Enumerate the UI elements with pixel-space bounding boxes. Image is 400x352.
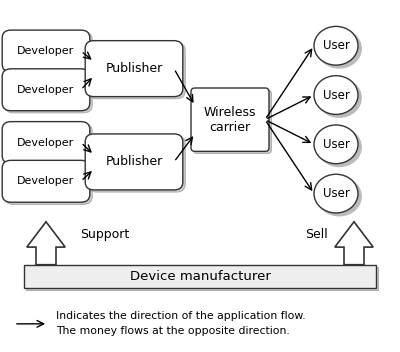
FancyBboxPatch shape (24, 265, 376, 288)
Circle shape (317, 128, 361, 166)
Text: User: User (322, 187, 350, 200)
FancyBboxPatch shape (85, 134, 183, 190)
FancyBboxPatch shape (85, 40, 183, 96)
FancyBboxPatch shape (193, 90, 271, 153)
Text: Indicates the direction of the application flow.
The money flows at the opposite: Indicates the direction of the applicati… (56, 312, 306, 336)
FancyBboxPatch shape (88, 43, 185, 99)
FancyBboxPatch shape (5, 124, 92, 166)
Text: User: User (322, 138, 350, 151)
Circle shape (314, 174, 358, 213)
FancyBboxPatch shape (2, 69, 90, 111)
FancyBboxPatch shape (191, 88, 269, 151)
Polygon shape (335, 222, 373, 265)
FancyBboxPatch shape (5, 32, 92, 74)
Text: Device manufacturer: Device manufacturer (130, 270, 270, 283)
Text: User: User (322, 89, 350, 101)
FancyBboxPatch shape (26, 267, 378, 289)
Text: Sell: Sell (305, 228, 328, 240)
Circle shape (317, 177, 361, 216)
Text: Support: Support (80, 228, 129, 240)
Text: User: User (322, 39, 350, 52)
Polygon shape (27, 222, 65, 265)
FancyBboxPatch shape (2, 122, 90, 163)
Circle shape (314, 76, 358, 114)
Text: Publisher: Publisher (105, 62, 163, 75)
Circle shape (317, 29, 361, 68)
FancyBboxPatch shape (5, 71, 92, 113)
Text: Developer: Developer (17, 138, 75, 147)
FancyBboxPatch shape (5, 163, 92, 204)
FancyBboxPatch shape (2, 30, 90, 72)
Text: Developer: Developer (17, 85, 75, 95)
FancyBboxPatch shape (2, 161, 90, 202)
Text: Developer: Developer (17, 46, 75, 56)
Text: Wireless
carrier: Wireless carrier (204, 106, 256, 134)
Circle shape (314, 125, 358, 164)
FancyBboxPatch shape (88, 136, 185, 192)
Text: Publisher: Publisher (105, 156, 163, 168)
Circle shape (314, 26, 358, 65)
Text: Developer: Developer (17, 176, 75, 186)
Circle shape (317, 78, 361, 117)
